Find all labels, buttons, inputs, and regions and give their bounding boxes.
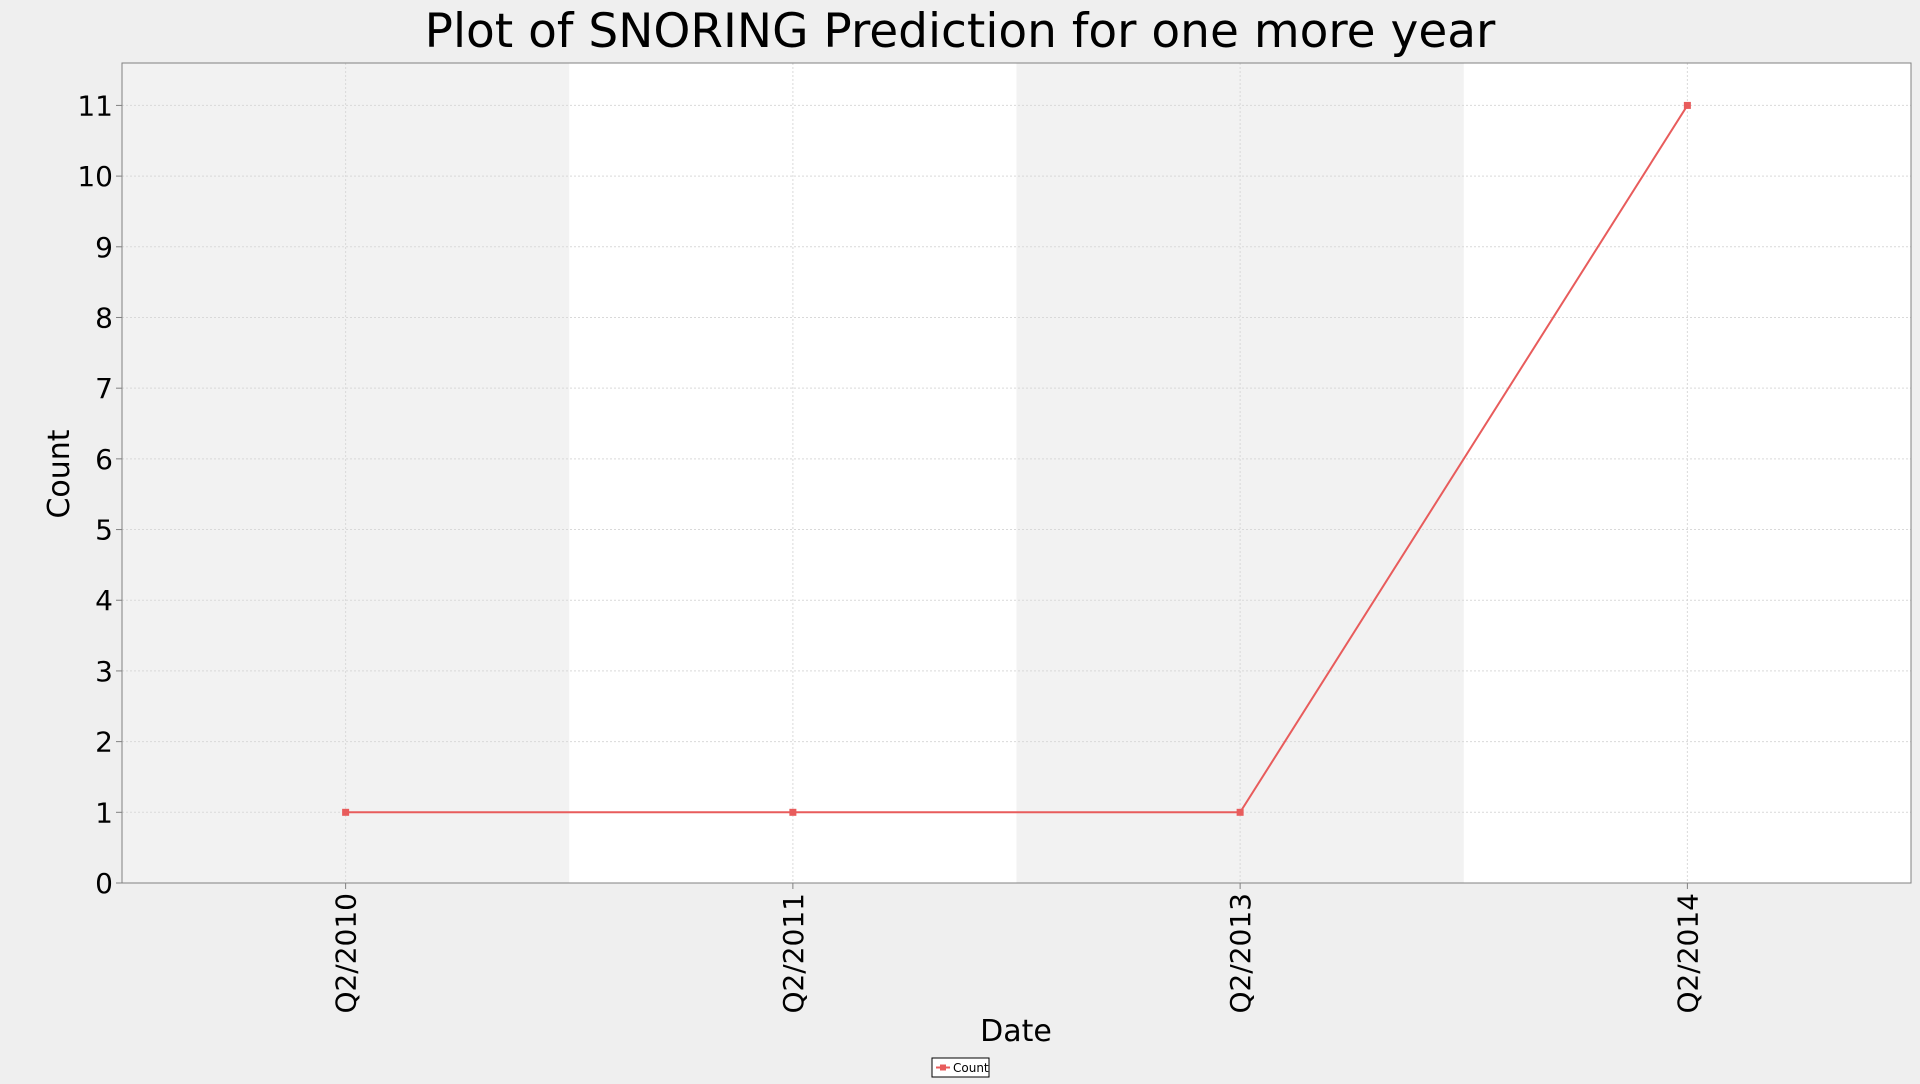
- legend: Count: [931, 1057, 990, 1078]
- y-tick-label: 0: [95, 867, 113, 900]
- grid-lines: [122, 63, 1911, 884]
- plot-frame: [121, 62, 1912, 884]
- series-line-count: [345, 104, 1689, 814]
- data-point-marker: [789, 808, 797, 816]
- y-tick-label: 3: [95, 655, 113, 688]
- x-axis-title: Date: [980, 1014, 1052, 1049]
- x-tick-label: Q2/2011: [777, 893, 810, 1014]
- legend-box: [931, 1057, 990, 1078]
- legend-entry-label: Count: [953, 1061, 989, 1075]
- y-tick-label: 8: [95, 301, 113, 334]
- y-tick-label: 1: [95, 796, 113, 829]
- x-tick-label: Q2/2010: [330, 893, 363, 1014]
- x-tick-label: Q2/2013: [1224, 893, 1257, 1014]
- y-tick-label: 4: [95, 584, 113, 617]
- y-tick-label: 10: [77, 160, 113, 193]
- y-tick-label: 6: [95, 443, 113, 476]
- x-tick-label: Q2/2014: [1671, 893, 1704, 1014]
- plot-bands: [122, 63, 1911, 883]
- y-tick-label: 7: [95, 372, 113, 405]
- y-axis-title: Count: [42, 429, 77, 518]
- axis-ticks: 0 1 2 3 4 5 6 7 8 9 10 11 Q2/2010 Q2/2011 Q2/2013 Q2/20…: [77, 89, 1704, 1013]
- legend-marker: [940, 1064, 946, 1071]
- series-layer: [342, 101, 1691, 816]
- y-tick-label: 2: [95, 726, 113, 759]
- data-point-marker: [1236, 808, 1244, 816]
- y-tick-label: 11: [77, 89, 113, 122]
- data-point-marker: [342, 808, 350, 816]
- y-tick-label: 5: [95, 514, 113, 547]
- data-point-marker: [1683, 101, 1691, 109]
- chart-title: Plot of SNORING Prediction for one more …: [425, 4, 1496, 59]
- y-tick-label: 9: [95, 231, 113, 264]
